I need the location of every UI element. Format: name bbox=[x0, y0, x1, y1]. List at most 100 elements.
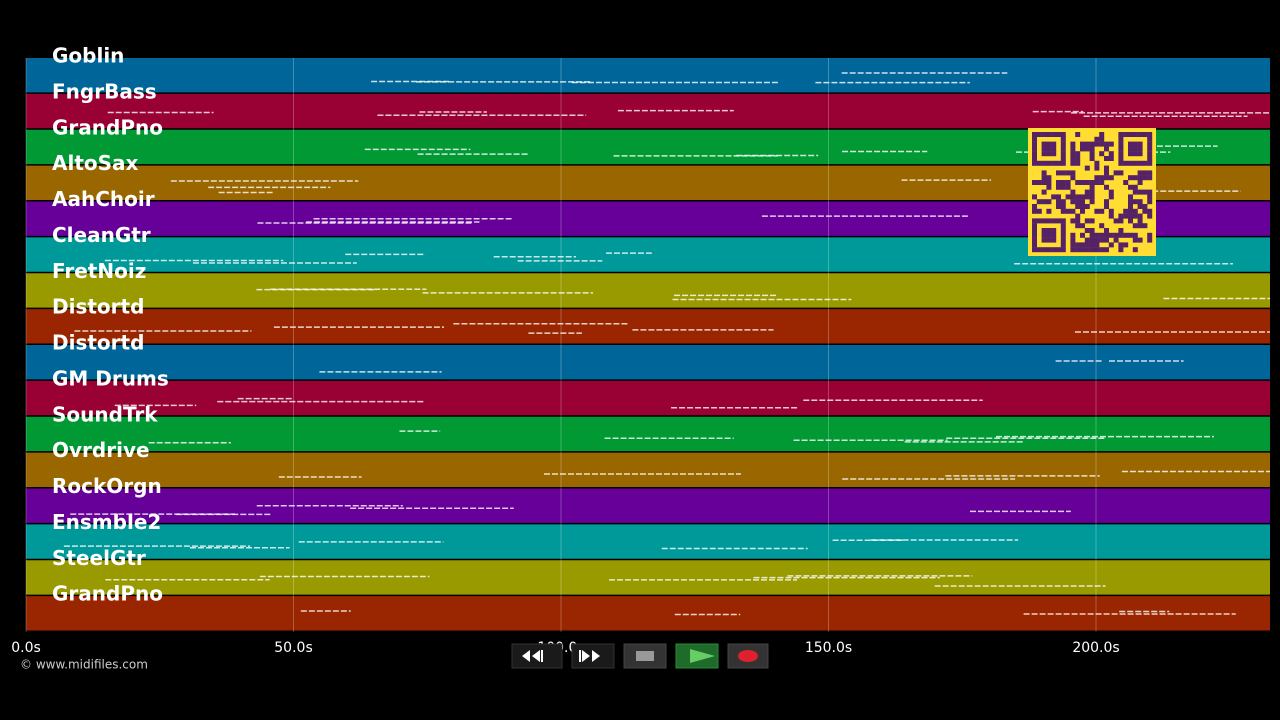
qr-module bbox=[1084, 194, 1090, 200]
track-label: SoundTrk bbox=[52, 402, 158, 426]
qr-module bbox=[1094, 247, 1100, 253]
qr-module bbox=[1142, 160, 1148, 166]
qr-module bbox=[1036, 199, 1042, 205]
track-band bbox=[26, 488, 1270, 523]
qr-module bbox=[1118, 141, 1124, 147]
qr-module bbox=[1075, 204, 1081, 209]
qr-module bbox=[1036, 180, 1042, 185]
qr-module bbox=[1056, 170, 1061, 176]
qr-module bbox=[1137, 237, 1143, 243]
qr-module bbox=[1089, 247, 1095, 253]
qr-module bbox=[1075, 132, 1081, 137]
qr-module bbox=[1108, 242, 1114, 248]
record-button[interactable] bbox=[727, 643, 769, 669]
tick-label: 0.0s bbox=[11, 640, 41, 656]
qr-module bbox=[1046, 228, 1052, 233]
qr-module bbox=[1147, 237, 1153, 243]
qr-module bbox=[1089, 242, 1095, 248]
qr-module bbox=[1113, 218, 1119, 224]
qr-module bbox=[1075, 213, 1081, 219]
qr-module bbox=[1104, 232, 1109, 238]
credit: © www.midifiles.com bbox=[20, 658, 148, 672]
qr-module bbox=[1089, 184, 1095, 190]
qr-module bbox=[1080, 146, 1085, 152]
qr-module bbox=[1099, 141, 1105, 147]
qr-module bbox=[1051, 151, 1057, 157]
qr-module bbox=[1070, 242, 1076, 248]
qr-module bbox=[1104, 228, 1109, 233]
qr-module bbox=[1118, 242, 1124, 248]
qr-module bbox=[1056, 184, 1061, 190]
qr-module bbox=[1089, 218, 1095, 224]
qr-module bbox=[1137, 189, 1143, 195]
qr-module bbox=[1075, 151, 1081, 157]
qr-module bbox=[1084, 180, 1090, 185]
qr-module bbox=[1099, 151, 1105, 157]
qr-module bbox=[1108, 213, 1114, 219]
qr-module bbox=[1132, 199, 1138, 205]
qr-code bbox=[1028, 128, 1156, 256]
play-button[interactable] bbox=[675, 643, 719, 669]
track-label: GrandPno bbox=[52, 115, 163, 139]
qr-module bbox=[1060, 204, 1066, 209]
track-label: SteelGtr bbox=[52, 546, 146, 570]
qr-module bbox=[1060, 151, 1066, 157]
qr-module bbox=[1060, 146, 1066, 152]
qr-module bbox=[1118, 132, 1124, 137]
qr-module bbox=[1051, 232, 1057, 238]
qr-module bbox=[1065, 184, 1071, 190]
qr-module bbox=[1104, 175, 1109, 181]
qr-module bbox=[1094, 237, 1100, 243]
qr-module bbox=[1032, 242, 1037, 248]
qr-module bbox=[1132, 208, 1138, 214]
qr-module bbox=[1137, 223, 1143, 229]
track-label: Goblin bbox=[52, 44, 124, 68]
qr-module bbox=[1128, 194, 1133, 200]
qr-module bbox=[1132, 151, 1138, 157]
qr-module bbox=[1104, 156, 1109, 161]
qr-module bbox=[1046, 141, 1052, 147]
qr-module bbox=[1118, 218, 1124, 224]
qr-module bbox=[1032, 208, 1037, 214]
qr-module bbox=[1128, 199, 1133, 205]
qr-module bbox=[1118, 160, 1124, 166]
qr-module bbox=[1094, 136, 1100, 142]
qr-module bbox=[1108, 189, 1114, 195]
qr-module bbox=[1051, 132, 1057, 137]
stop-button[interactable] bbox=[623, 643, 667, 669]
track-label: Distortd bbox=[52, 331, 144, 355]
qr-module bbox=[1123, 213, 1129, 219]
track-band bbox=[26, 345, 1270, 380]
qr-module bbox=[1147, 156, 1153, 161]
qr-module bbox=[1084, 228, 1090, 233]
qr-module bbox=[1123, 208, 1129, 214]
qr-module bbox=[1070, 208, 1076, 214]
qr-module bbox=[1032, 132, 1037, 137]
qr-module bbox=[1080, 223, 1085, 229]
qr-module bbox=[1128, 232, 1133, 238]
qr-module bbox=[1137, 141, 1143, 147]
rewind-button[interactable] bbox=[511, 643, 563, 669]
qr-module bbox=[1104, 199, 1109, 205]
qr-module bbox=[1147, 199, 1153, 205]
qr-module bbox=[1041, 132, 1047, 137]
qr-module bbox=[1060, 136, 1066, 142]
track-band bbox=[26, 309, 1270, 344]
qr-module bbox=[1075, 199, 1081, 205]
qr-module bbox=[1132, 213, 1138, 219]
qr-module bbox=[1060, 132, 1066, 137]
track-label: FretNoiz bbox=[52, 259, 146, 283]
qr-module bbox=[1080, 194, 1085, 200]
qr-module bbox=[1056, 199, 1061, 205]
qr-module bbox=[1094, 208, 1100, 214]
track-band bbox=[26, 452, 1270, 487]
qr-module bbox=[1142, 175, 1148, 181]
qr-module bbox=[1065, 194, 1071, 200]
forward-button[interactable] bbox=[571, 643, 615, 669]
qr-module bbox=[1051, 228, 1057, 233]
qr-module bbox=[1123, 160, 1129, 166]
qr-module bbox=[1032, 156, 1037, 161]
qr-module bbox=[1070, 141, 1076, 147]
qr-module bbox=[1056, 194, 1061, 200]
qr-module bbox=[1137, 175, 1143, 181]
